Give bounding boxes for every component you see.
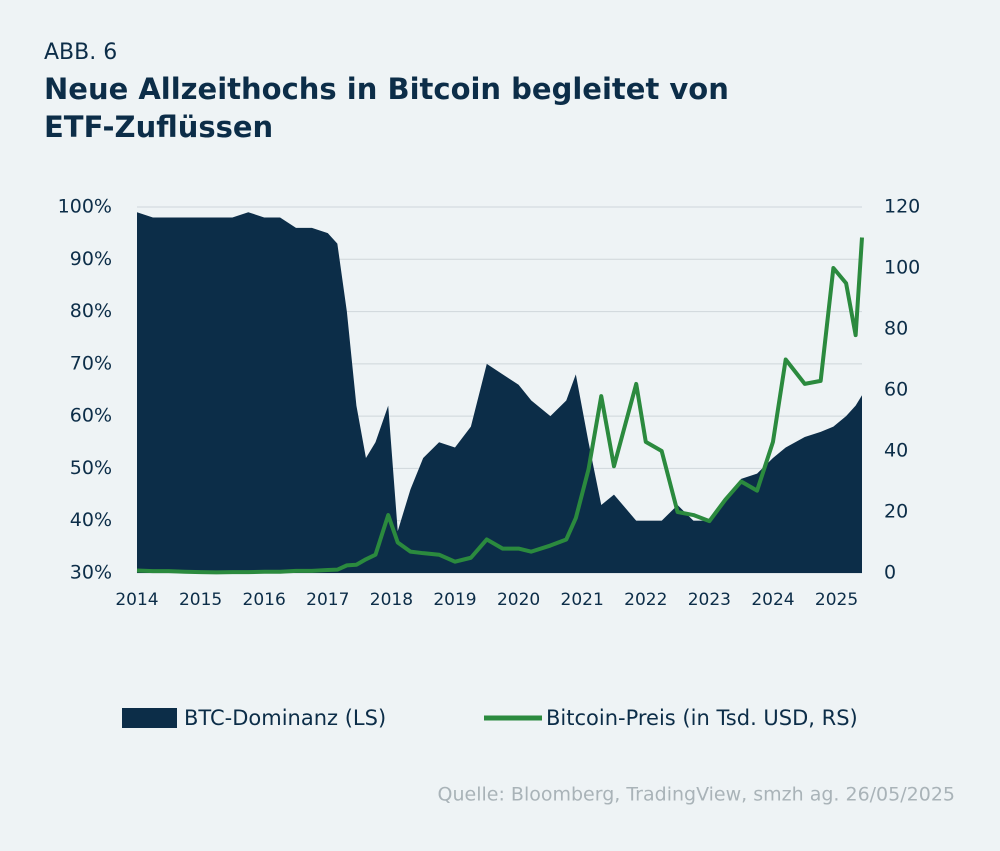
x-tick-label: 2021 [561,590,604,610]
y-tick-label: 30% [70,562,112,584]
y-tick-label: 40% [70,509,112,531]
chart-title: Neue Allzeithochs in Bitcoin begleitet v… [44,72,729,144]
legend-label: Bitcoin-Preis (in Tsd. USD, RS) [546,706,858,730]
legend-label: BTC-Dominanz (LS) [184,706,386,730]
dominance-area [137,212,862,573]
y2-tick-label: 20 [884,501,908,523]
y2-tick-label: 80 [884,318,908,340]
y-tick-label: 100% [58,196,112,218]
x-tick-label: 2017 [306,590,349,610]
x-tick-label: 2020 [497,590,540,610]
y-tick-label: 80% [70,300,112,322]
y2-tick-label: 120 [884,196,920,218]
legend-swatch [122,708,177,728]
y-tick-label: 70% [70,352,112,374]
x-tick-label: 2022 [624,590,667,610]
x-tick-label: 2015 [179,590,222,610]
y2-tick-label: 60 [884,379,908,401]
x-tick-label: 2024 [751,590,794,610]
price-line [136,237,864,575]
x-tick-label: 2025 [815,590,858,610]
y-tick-label: 90% [70,248,112,270]
source: Quelle: Bloomberg, TradingView, smzh ag.… [438,784,955,806]
x-tick-label: 2019 [433,590,476,610]
x-tick-label: 2016 [243,590,286,610]
x-tick-label: 2018 [370,590,413,610]
y2-tick-label: 40 [884,440,908,462]
y-tick-label: 50% [70,457,112,479]
x-tick-label: 2014 [115,590,158,610]
y2-tick-label: 100 [884,257,920,279]
y-tick-label: 60% [70,405,112,427]
y2-tick-label: 0 [884,562,896,584]
figure-label: ABB. 6 [44,40,118,65]
x-tick-label: 2023 [688,590,731,610]
